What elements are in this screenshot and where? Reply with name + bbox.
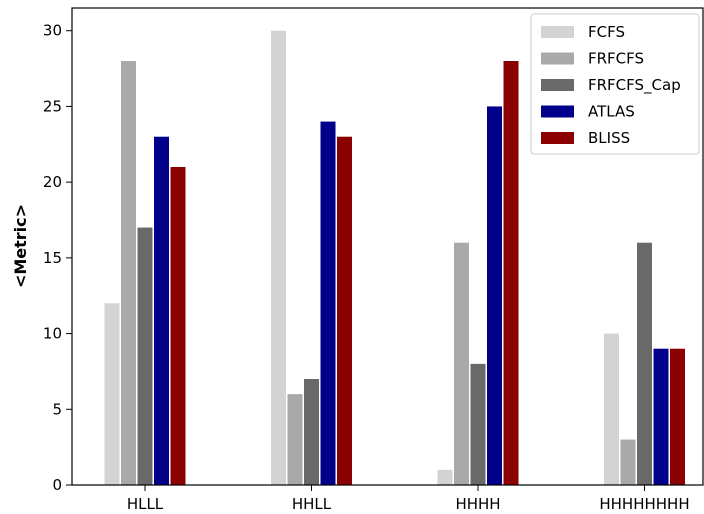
bar-frfcfs-hhhh xyxy=(454,242,469,485)
x-tick-label: HLLL xyxy=(127,495,164,513)
legend-swatch xyxy=(541,26,574,38)
legend: FCFS FRFCFS FRFCFS_Cap ATLAS BLISS xyxy=(530,13,700,155)
bar-bliss-hhhh xyxy=(503,61,519,485)
y-tick-label: 25 xyxy=(43,97,62,115)
legend-swatch xyxy=(541,132,574,144)
legend-label: FRFCFS_Cap xyxy=(588,76,681,95)
bar-fcfs-hhll xyxy=(271,30,286,485)
x-tick-label: HHHHHHHH xyxy=(599,495,689,513)
legend-box xyxy=(530,13,700,155)
bar-frfcfs-hlll xyxy=(121,61,136,485)
y-tick-label: 15 xyxy=(43,249,62,267)
bar-frfcfs-hhhhhhhh xyxy=(620,439,636,485)
y-tick-label: 10 xyxy=(43,325,62,343)
bar-frfcfs_cap-hlll xyxy=(137,227,153,486)
bar-atlas-hhhhhhhh xyxy=(653,348,669,485)
x-tick-label: HHHH xyxy=(455,495,500,513)
bar-atlas-hlll xyxy=(154,136,169,485)
bar-bliss-hlll xyxy=(170,167,186,485)
x-tick-label: HHLL xyxy=(292,495,332,513)
legend-label: ATLAS xyxy=(588,103,635,121)
bar-atlas-hhhh xyxy=(487,106,502,485)
legend-swatch xyxy=(541,105,574,118)
bar-fcfs-hhhhhhhh xyxy=(604,333,619,485)
bar-fcfs-hhhh xyxy=(437,469,453,485)
bar-frfcfs_cap-hhhh xyxy=(470,363,486,485)
bar-atlas-hhll xyxy=(320,121,336,486)
legend-label: FRFCFS xyxy=(588,50,644,68)
legend-swatch xyxy=(541,52,574,65)
legend-label: FCFS xyxy=(588,23,625,41)
legend-swatch xyxy=(541,79,574,91)
y-axis-label: <Metric> xyxy=(11,204,30,288)
y-axis: 0 5 10 15 20 25 30 xyxy=(43,22,72,494)
plot-frame xyxy=(71,7,704,486)
y-tick-label: 30 xyxy=(43,22,62,40)
legend-label: BLISS xyxy=(588,129,630,147)
y-tick-label: 0 xyxy=(52,476,62,494)
x-axis: HLLL HHLL HHHH HHHHHHHH xyxy=(127,485,690,513)
bar-frfcfs-hhll xyxy=(287,394,303,485)
bar-bliss-hhhhhhhh xyxy=(670,348,685,485)
bar-fcfs-hlll xyxy=(104,303,120,485)
bar-frfcfs_cap-hhhhhhhh xyxy=(637,242,652,485)
bars-group xyxy=(104,30,685,486)
bar-frfcfs_cap-hhll xyxy=(304,379,319,485)
y-tick-label: 20 xyxy=(43,173,62,191)
bar-bliss-hhll xyxy=(337,136,352,485)
y-tick-label: 5 xyxy=(52,400,62,418)
